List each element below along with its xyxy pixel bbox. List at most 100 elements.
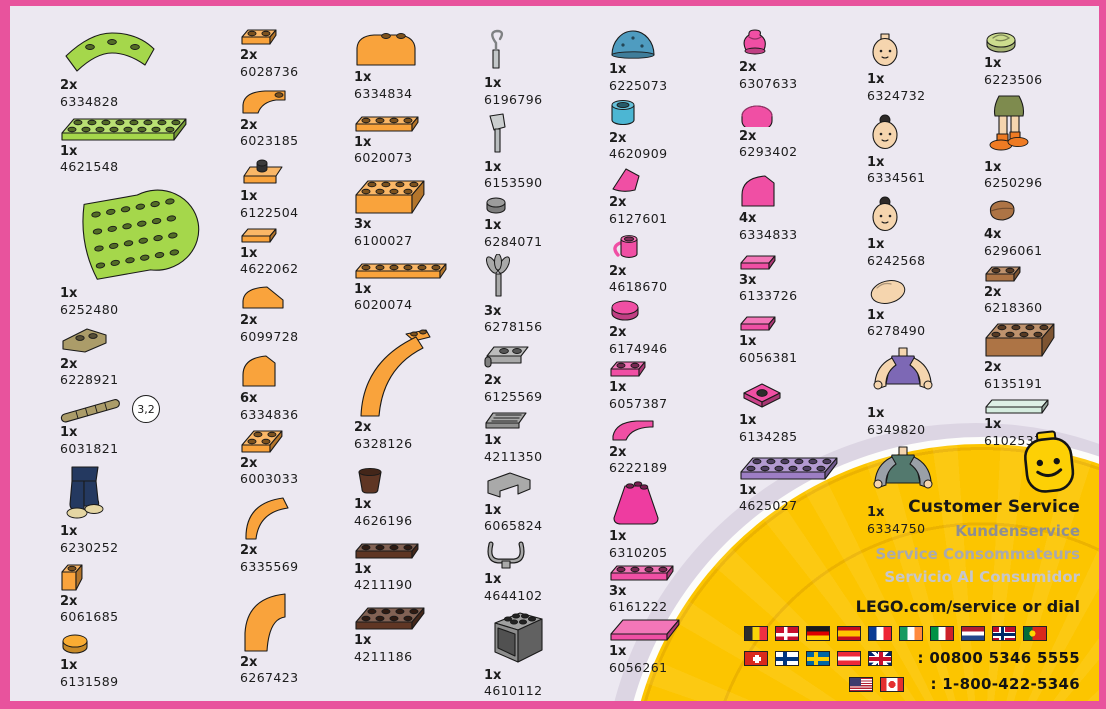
- part-number: 6020073: [354, 150, 413, 166]
- part-item: 1x 6242568: [867, 193, 1032, 268]
- tile-icon: [739, 254, 904, 271]
- part-number: 6196796: [484, 91, 543, 107]
- whisk-icon: [484, 253, 649, 302]
- part-number: 4620909: [609, 146, 668, 162]
- part-item: 2x 6099728: [240, 283, 405, 344]
- part-quantity: 1x: [60, 286, 78, 302]
- handlebar-icon: [484, 538, 649, 570]
- lego-minifig-head-icon: [1020, 430, 1078, 502]
- knob-plate-icon: [240, 155, 405, 187]
- flag-italy-icon: [930, 626, 954, 641]
- part-quantity: 3x: [739, 272, 757, 288]
- axle-icon: 3,2: [60, 395, 225, 424]
- part-item: 1x 6065824: [484, 469, 649, 534]
- flag-row-2: : 00800 5346 5555: [744, 649, 1080, 667]
- part-quantity: 3x: [484, 303, 502, 319]
- cone-icon: [609, 479, 774, 527]
- part-number: 6293402: [739, 144, 798, 160]
- part-quantity: 1x: [484, 76, 502, 91]
- part-number: 6334834: [354, 85, 413, 101]
- flag-denmark-icon: [775, 626, 799, 641]
- plate-icon: [609, 564, 774, 582]
- part-item: 2x 6222189: [609, 415, 774, 475]
- part-quantity: 1x: [240, 245, 258, 261]
- parts-column-2: 2x 6028736 2x 6023185 1x 6122504 1x 4622062 2x 60…: [240, 28, 405, 692]
- plate-icon: [354, 115, 519, 133]
- part-quantity: 1x: [60, 658, 78, 674]
- part-number: 6284071: [484, 233, 543, 249]
- minifig-head-icon: [867, 28, 1032, 70]
- part-item: 1x 6278490: [867, 276, 1032, 339]
- parts-column-1: 2x 6334828 1x 4621548 1x 6252480 2x 6228921 3,2 1…: [60, 28, 225, 697]
- part-quantity: 2x: [240, 543, 258, 559]
- big-curve-slope-icon: [240, 351, 405, 389]
- part-item: 2x 6028736: [240, 28, 405, 79]
- part-item: 1x 6310205: [609, 479, 774, 560]
- part-quantity: 1x: [60, 143, 78, 159]
- part-quantity: 1x: [484, 572, 502, 588]
- part-number: 6127601: [609, 210, 668, 226]
- head-side-icon: [867, 276, 1032, 306]
- part-number: 6065824: [484, 518, 543, 534]
- part-item: 1x 6334561: [867, 111, 1032, 185]
- part-quantity: 1x: [484, 667, 502, 683]
- part-quantity: 2x: [609, 263, 627, 279]
- parts-column-4: 1x 6196796 1x 6153590 1x 6284071 3x 6278156 2x 61…: [484, 28, 649, 703]
- plate-icon: [739, 456, 904, 481]
- part-number: 6056381: [739, 349, 798, 365]
- part-number: 4621548: [60, 159, 119, 175]
- part-quantity: 2x: [984, 284, 1002, 300]
- part-number: 6218360: [984, 300, 1043, 316]
- part-item: 1x 4644102: [484, 538, 649, 603]
- part-quantity: 3x: [354, 217, 372, 233]
- part-quantity: 2x: [739, 60, 757, 75]
- tile-icon: [240, 227, 405, 244]
- part-number: 6334836: [240, 406, 299, 422]
- plate-icon: [60, 117, 225, 142]
- part-quantity: 6x: [240, 390, 258, 406]
- part-number: 6153590: [484, 175, 543, 191]
- part-number: 4625027: [739, 498, 798, 514]
- part-quantity: 2x: [240, 48, 258, 63]
- part-item: 2x 6228921: [60, 325, 225, 387]
- plate-icon: [354, 262, 519, 280]
- customer-service-title-de: Kundenservice: [955, 522, 1080, 540]
- part-item: 1x 6334750: [867, 445, 1032, 536]
- part-quantity: 1x: [867, 154, 885, 170]
- swirl-round-icon: [984, 28, 1106, 54]
- flag-netherlands-icon: [961, 626, 985, 641]
- part-number: 6278156: [484, 319, 543, 335]
- part-item: 2x 6174946: [609, 298, 774, 356]
- part-quantity: 1x: [739, 482, 757, 498]
- part-quantity: 1x: [484, 159, 502, 175]
- flag-united-kingdom-icon: [868, 650, 892, 666]
- part-item: 4x 6334833: [739, 171, 904, 242]
- part-number: 6278490: [867, 323, 926, 339]
- long-arch-icon: [354, 326, 519, 418]
- part-quantity: 2x: [484, 373, 502, 389]
- flag-austria-icon: [837, 650, 861, 666]
- grille-tile-icon: [484, 409, 649, 431]
- flag-france-icon: [868, 626, 892, 641]
- part-item: 1x 6230252: [60, 464, 225, 555]
- phone-international: : 00800 5346 5555: [917, 649, 1080, 667]
- part-quantity: 1x: [867, 72, 885, 87]
- part-quantity: 2x: [240, 117, 258, 133]
- part-item: 1x 6056261: [609, 618, 774, 675]
- part-item: 2x 6307633: [739, 28, 904, 91]
- customer-service-title-es: Servicio Al Consumidor: [884, 568, 1080, 586]
- dome-icon: [609, 28, 774, 60]
- part-quantity: 1x: [354, 281, 372, 297]
- part-item: 2x 6127601: [609, 165, 774, 226]
- part-quantity: 1x: [354, 561, 372, 577]
- part-item: 2x 6218360: [984, 265, 1106, 316]
- parts-column-8: 1x 6223506 1x 6250296 4x 6296061 2x 6218360 2x 61…: [984, 28, 1106, 455]
- part-number: 6310205: [609, 544, 668, 560]
- part-number: 4211186: [354, 648, 413, 664]
- part-item: 1x 6250296: [984, 94, 1106, 190]
- part-number: 6102537: [984, 432, 1043, 448]
- minifig-head-icon: [867, 193, 1032, 235]
- part-quantity: 1x: [60, 425, 78, 441]
- part-quantity: 2x: [240, 313, 258, 329]
- part-number: 6230252: [60, 539, 119, 555]
